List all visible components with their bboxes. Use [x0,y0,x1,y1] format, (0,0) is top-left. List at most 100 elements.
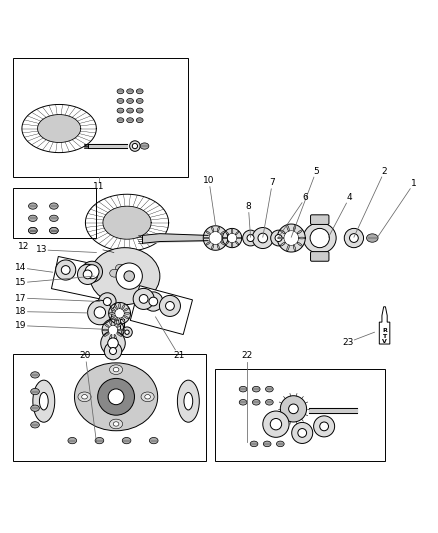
Ellipse shape [28,228,37,234]
Bar [51,256,108,299]
Ellipse shape [287,225,289,231]
Ellipse shape [127,89,134,94]
Text: 1: 1 [411,179,417,188]
Circle shape [247,235,254,241]
Text: T: T [382,334,387,339]
Bar [215,369,385,462]
Ellipse shape [217,244,219,249]
Circle shape [108,389,124,405]
Text: 5: 5 [313,166,319,175]
Ellipse shape [74,363,158,431]
Circle shape [292,423,313,443]
Circle shape [270,418,282,430]
Ellipse shape [33,380,55,422]
Ellipse shape [127,99,134,103]
Circle shape [263,411,289,437]
Ellipse shape [206,241,210,245]
Ellipse shape [265,386,273,392]
Text: 11: 11 [93,182,104,191]
Text: 20: 20 [80,351,91,360]
Ellipse shape [221,241,225,245]
FancyBboxPatch shape [311,215,329,224]
Ellipse shape [145,394,151,399]
Circle shape [149,297,158,306]
Ellipse shape [278,237,284,239]
Ellipse shape [109,312,115,314]
Ellipse shape [117,324,122,327]
Ellipse shape [122,318,125,322]
Circle shape [109,326,117,334]
Ellipse shape [49,203,58,209]
Text: V: V [382,339,387,344]
Ellipse shape [117,333,122,336]
Ellipse shape [104,324,109,327]
Ellipse shape [177,380,199,422]
Ellipse shape [280,242,286,246]
Circle shape [284,231,298,245]
Ellipse shape [110,320,112,326]
Circle shape [94,307,106,318]
Bar [131,286,192,335]
Ellipse shape [78,392,91,402]
Ellipse shape [114,304,117,309]
Circle shape [277,224,305,252]
Ellipse shape [141,392,154,402]
Text: 12: 12 [18,243,30,251]
Ellipse shape [38,115,81,142]
Circle shape [88,300,112,325]
Ellipse shape [222,237,227,239]
Text: 22: 22 [242,351,253,360]
Circle shape [85,265,99,279]
Ellipse shape [287,245,289,251]
Circle shape [103,297,111,305]
Ellipse shape [117,118,124,123]
Text: 18: 18 [15,307,27,316]
Ellipse shape [265,399,273,405]
Circle shape [243,230,258,246]
Ellipse shape [126,265,136,273]
Ellipse shape [293,245,296,251]
Ellipse shape [110,316,116,319]
Circle shape [132,143,138,149]
Ellipse shape [110,269,119,277]
Text: 21: 21 [173,351,184,360]
Circle shape [56,260,76,280]
Circle shape [122,327,132,337]
Ellipse shape [252,399,260,405]
Ellipse shape [31,372,39,378]
Circle shape [209,232,222,244]
Ellipse shape [232,243,233,247]
Ellipse shape [204,237,209,239]
Ellipse shape [252,386,260,392]
Circle shape [252,228,273,248]
Ellipse shape [237,237,241,239]
Ellipse shape [102,329,108,331]
Circle shape [223,229,242,248]
Ellipse shape [206,231,210,235]
Ellipse shape [239,399,247,405]
Circle shape [344,229,364,248]
Circle shape [98,378,134,415]
Circle shape [108,338,118,349]
Circle shape [78,264,98,285]
Ellipse shape [114,318,117,322]
Text: 4: 4 [347,193,352,202]
Ellipse shape [235,231,239,235]
Ellipse shape [117,99,124,103]
Text: R: R [382,328,387,333]
Ellipse shape [299,237,305,239]
Ellipse shape [276,441,284,447]
Ellipse shape [303,223,336,253]
Circle shape [320,422,328,431]
Circle shape [115,309,124,318]
Text: 6: 6 [303,193,309,202]
Ellipse shape [117,108,124,113]
Circle shape [280,395,307,422]
Ellipse shape [122,304,125,309]
Ellipse shape [217,227,219,232]
Ellipse shape [49,228,58,234]
Ellipse shape [232,229,233,233]
Circle shape [101,331,125,356]
Ellipse shape [31,389,39,395]
Ellipse shape [31,405,39,411]
